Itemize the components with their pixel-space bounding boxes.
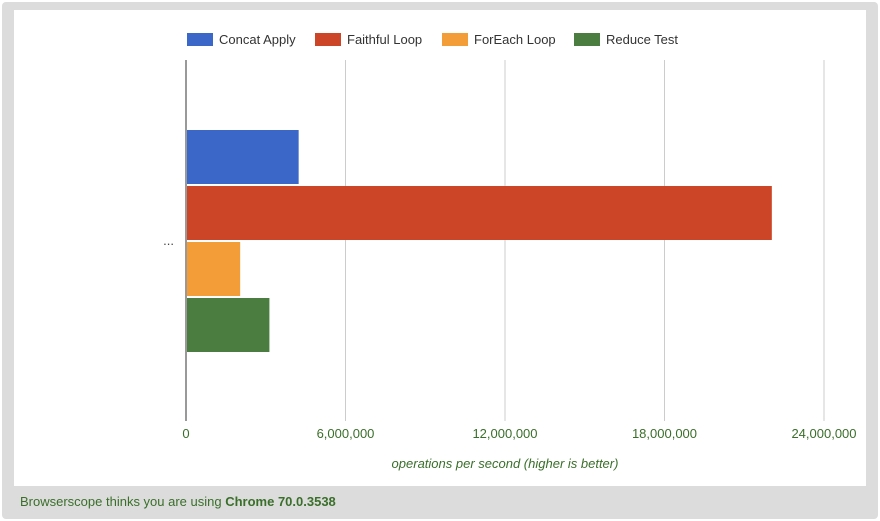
legend-swatch	[574, 33, 600, 46]
x-tick-label: 24,000,000	[791, 426, 856, 441]
browser-info: Browserscope thinks you are using Chrome…	[20, 494, 336, 509]
bar-concat-apply	[187, 130, 299, 184]
legend-label: Reduce Test	[606, 32, 678, 47]
x-tick-label: 6,000,000	[317, 426, 375, 441]
x-axis-title: operations per second (higher is better)	[392, 456, 619, 471]
legend-label: Concat Apply	[219, 32, 296, 47]
category-label: ...	[163, 233, 174, 248]
bar-reduce-test	[187, 298, 270, 352]
x-tick-label: 18,000,000	[632, 426, 697, 441]
browser-info-prefix: Browserscope thinks you are using	[20, 494, 226, 509]
chart-panel: 0 6,000,000 12,000,000 18,000,000 24,000,000…	[14, 10, 866, 486]
browser-name: Chrome 70.0.3538	[225, 494, 336, 509]
legend-swatch	[442, 33, 468, 46]
x-tick-label: 12,000,000	[472, 426, 537, 441]
x-tick-label: 0	[182, 426, 189, 441]
legend-label: ForEach Loop	[474, 32, 556, 47]
bar-foreach-loop	[187, 242, 241, 296]
chart-svg: 0 6,000,000 12,000,000 18,000,000 24,000,000…	[163, 32, 856, 471]
legend-label: Faithful Loop	[347, 32, 422, 47]
bar-faithful-loop	[187, 186, 772, 240]
legend-swatch	[187, 33, 213, 46]
legend-swatch	[315, 33, 341, 46]
